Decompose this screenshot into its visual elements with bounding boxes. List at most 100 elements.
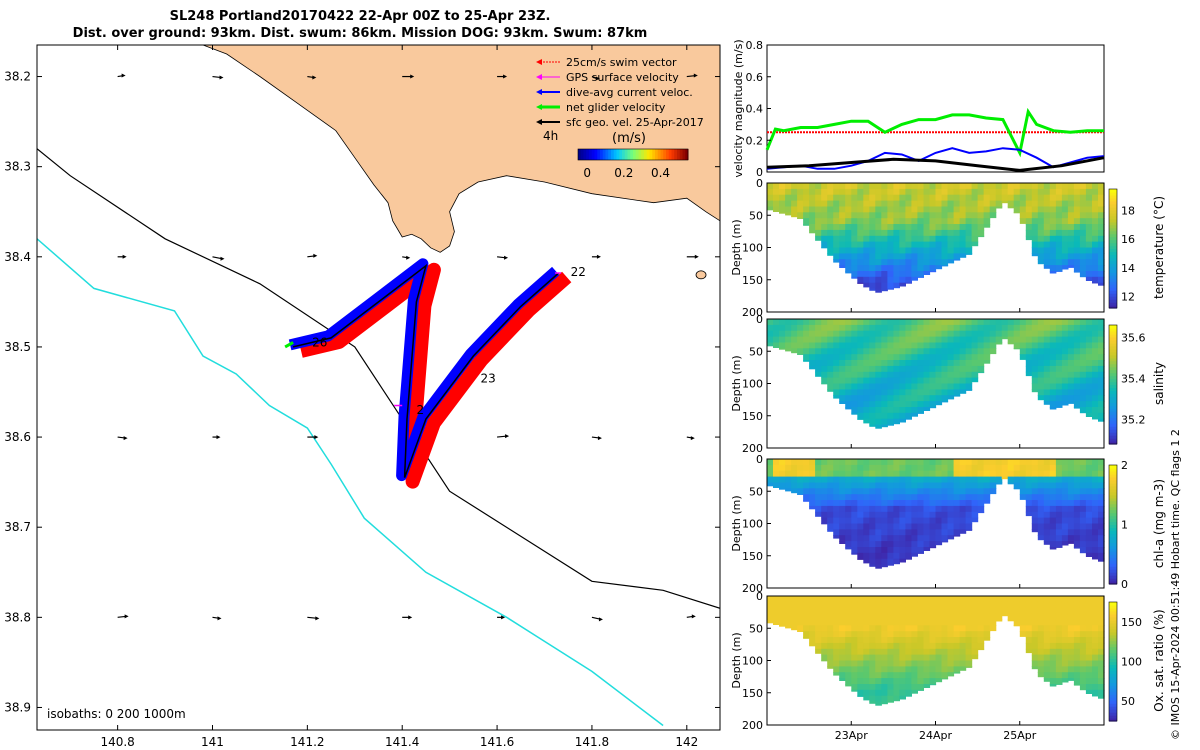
- salinity-cell: [839, 401, 846, 404]
- salinity-cell: [881, 342, 888, 349]
- salinity-cell: [869, 319, 876, 326]
- salinity-cell: [881, 389, 888, 396]
- chla-cell: [821, 511, 828, 519]
- salinity-cell: [911, 371, 918, 379]
- temperature-colorbar-cell: [1109, 245, 1117, 250]
- salinity-cell: [941, 377, 949, 385]
- salinity-cell: [965, 330, 973, 338]
- chla-cell: [1073, 464, 1081, 472]
- salinity-cell: [911, 412, 918, 417]
- legend-colorbar-cell: [586, 149, 590, 160]
- chla-cell: [899, 482, 906, 489]
- chla-colorbar-cell: [1109, 521, 1117, 526]
- chla-cell: [1055, 517, 1063, 525]
- chla-cell: [869, 488, 876, 495]
- oxygen-cell: [965, 607, 973, 615]
- chla-cell: [953, 511, 961, 519]
- temperature-cell: [929, 194, 937, 202]
- salinity-cell: [1043, 330, 1051, 338]
- oxygen-cell: [953, 654, 961, 662]
- salinity-cell: [1019, 348, 1027, 355]
- chla-cell: [797, 470, 804, 478]
- oxygen-cell: [1098, 625, 1105, 632]
- temperature-cell: [1019, 212, 1027, 219]
- temperature-cell: [1019, 218, 1027, 224]
- temperature-cell: [995, 188, 1003, 196]
- chla-cell: [929, 494, 937, 501]
- salinity-cell: [875, 418, 882, 426]
- oxygen-cell: [845, 678, 852, 685]
- salinity-cell: [833, 348, 840, 355]
- legend-colorbar-cell: [594, 149, 598, 160]
- temperature-cell: [833, 183, 840, 190]
- legend-colorbar-cell: [597, 149, 601, 160]
- temperature-cell: [1007, 188, 1015, 196]
- temperature-cell: [893, 188, 900, 196]
- chla-cell: [959, 505, 967, 513]
- temperature-cell: [899, 265, 906, 272]
- oxygen-cell: [953, 596, 961, 603]
- oxygen-cell: [881, 619, 888, 626]
- temperature-cell: [893, 265, 900, 272]
- salinity-cell: [1079, 354, 1087, 361]
- temperature-cell: [839, 224, 846, 231]
- oxygen-cell: [947, 631, 955, 638]
- salinity-cell: [881, 354, 888, 361]
- oxygen-cell: [911, 642, 918, 650]
- salinity-cell: [1013, 348, 1021, 350]
- chla-cell: [923, 529, 931, 536]
- chla-cell: [1073, 529, 1081, 536]
- salinity-cell: [995, 330, 1003, 338]
- salinity-cell: [869, 424, 876, 427]
- salinity-cell: [911, 389, 918, 396]
- temperature-cell: [923, 229, 931, 237]
- temperature-cell: [1019, 194, 1027, 202]
- temperature-cell: [911, 212, 918, 219]
- temperature-cell: [881, 218, 888, 225]
- chla-cell: [851, 464, 858, 472]
- salinity-cell: [821, 336, 828, 344]
- chla-cell: [935, 482, 943, 489]
- oxygen-cell: [1092, 596, 1099, 603]
- chla-colorbar-cell: [1109, 485, 1117, 490]
- chla-cell: [923, 470, 931, 478]
- oxygen-cell: [1067, 678, 1075, 681]
- salinity-cell: [791, 324, 798, 332]
- chla-cell: [881, 500, 888, 507]
- chla-cell: [767, 476, 774, 484]
- salinity-cell: [899, 412, 906, 420]
- temperature-cell: [875, 235, 882, 243]
- oxygen-cell: [1001, 613, 1009, 617]
- temperature-cell: [1079, 259, 1087, 266]
- temperature-cell: [893, 259, 900, 266]
- chla-cell: [1085, 494, 1093, 501]
- temperature-cell: [1037, 200, 1045, 208]
- temperature-cell: [953, 259, 961, 261]
- oxygen-cell: [1073, 637, 1081, 644]
- salinity-cell: [1079, 342, 1087, 349]
- temperature-cell: [983, 224, 991, 228]
- temperature-cell: [1043, 247, 1051, 254]
- chla-cell: [779, 482, 786, 489]
- temperature-cell: [839, 206, 846, 213]
- oxygen-cell: [839, 672, 846, 679]
- salinity-cell: [977, 365, 985, 373]
- oxygen-cell: [893, 631, 900, 638]
- salinity-cell: [965, 360, 973, 367]
- chla-cell: [857, 464, 864, 472]
- oxygen-cell: [797, 601, 804, 609]
- legend-colorbar-cell: [644, 149, 648, 160]
- salinity-cell: [1055, 336, 1063, 344]
- oxygen-cell: [839, 607, 846, 615]
- salinity-cell: [1061, 395, 1069, 402]
- temperature-colorbar-cell: [1109, 275, 1117, 279]
- chla-cell: [1067, 488, 1075, 495]
- oxygen-cell: [1073, 660, 1081, 667]
- legend-colorbar-cell: [679, 149, 683, 160]
- oxygen-cell: [923, 601, 931, 609]
- salinity-cell: [935, 319, 943, 326]
- geo-vector-head: [596, 254, 601, 259]
- oxygen-cell: [1049, 596, 1057, 603]
- oxygen-cell: [893, 625, 900, 632]
- island-shape: [695, 270, 707, 280]
